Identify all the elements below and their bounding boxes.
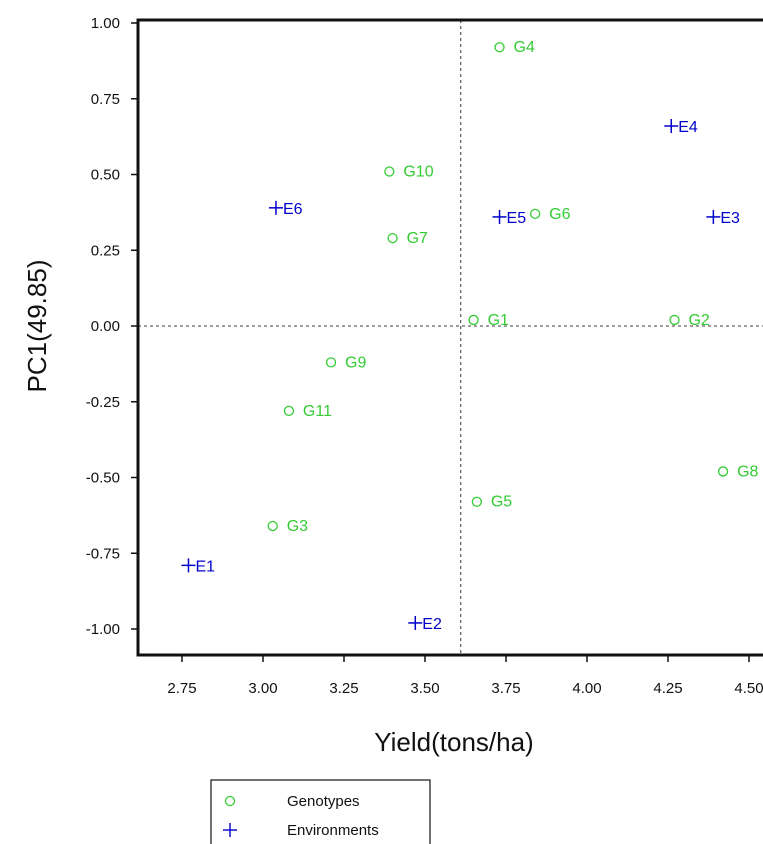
point-label: E4 xyxy=(678,119,698,136)
point-label: G1 xyxy=(488,312,509,329)
y-tick-label: -0.75 xyxy=(86,545,120,562)
data-points: G1 G2 G3 G4 G5 G6 G7 G8 G9 G10 G11 E1 E2 E3 E4 E5 E6 xyxy=(181,39,759,633)
x-tick-label: 3.50 xyxy=(410,680,439,697)
legend: Genotypes Environments xyxy=(210,779,431,844)
x-tick-label: 3.00 xyxy=(248,680,277,697)
point-label: G7 xyxy=(407,230,428,247)
point-label: E6 xyxy=(283,201,303,218)
point-label: E3 xyxy=(720,210,740,227)
genotype-point-g9: G9 xyxy=(325,354,366,371)
point-label: G9 xyxy=(345,354,366,371)
x-tick-label: 4.25 xyxy=(653,680,682,697)
y-tick-label: 0.75 xyxy=(91,91,120,108)
y-axis-ticks: 1.00 0.75 0.50 0.25 0.00 -0.25 -0.50 -0.75 -1.00 xyxy=(86,15,138,638)
point-label: G11 xyxy=(303,403,332,420)
reference-lines xyxy=(138,20,763,655)
circle-marker xyxy=(267,520,278,532)
y-tick-label: 0.50 xyxy=(91,167,120,184)
legend-environments-marker xyxy=(223,823,237,837)
y-tick-label: -1.00 xyxy=(86,621,120,638)
environment-point-e6: E6 xyxy=(268,200,303,218)
circle-marker xyxy=(530,208,541,220)
point-label: G5 xyxy=(491,494,512,511)
y-tick-label: 1.00 xyxy=(91,15,120,32)
circle-marker xyxy=(471,496,482,507)
y-axis-title: PC1(49.85) xyxy=(22,260,52,393)
legend-box xyxy=(210,779,431,844)
genotype-point-g11: G11 xyxy=(283,403,332,420)
environment-point-e2: E2 xyxy=(408,615,442,633)
circle-marker xyxy=(387,232,398,244)
x-tick-label: 3.75 xyxy=(491,680,520,697)
y-tick-label: 0.25 xyxy=(91,242,120,259)
circle-marker xyxy=(717,466,729,477)
environment-point-e4: E4 xyxy=(664,119,698,136)
genotype-point-g4: G4 xyxy=(494,39,535,56)
genotype-point-g2: G2 xyxy=(669,312,710,329)
environment-point-e5: E5 xyxy=(492,209,527,227)
x-axis-title: Yield(tons/ha) xyxy=(374,727,533,757)
circle-marker xyxy=(468,314,479,326)
genotype-point-g7: G7 xyxy=(387,230,428,247)
y-tick-label: -0.25 xyxy=(86,394,120,411)
point-label: G8 xyxy=(737,463,758,480)
genotype-point-g1: G1 xyxy=(468,312,509,329)
x-tick-label: 3.25 xyxy=(329,680,358,697)
point-label: G4 xyxy=(514,39,535,56)
genotype-point-g6: G6 xyxy=(530,206,571,223)
x-tick-label: 4.50 xyxy=(734,680,763,697)
axes xyxy=(136,18,763,657)
environment-point-e3: E3 xyxy=(706,209,740,227)
point-label: G6 xyxy=(549,206,570,223)
legend-genotypes-label: Genotypes xyxy=(287,793,360,810)
genotype-point-g3: G3 xyxy=(267,518,308,535)
legend-genotypes-marker xyxy=(224,795,236,807)
circle-marker xyxy=(384,166,395,177)
genotype-point-g8: G8 xyxy=(717,463,759,480)
circle-marker xyxy=(494,42,505,53)
point-label: E1 xyxy=(195,558,215,575)
x-axis-ticks: 2.75 3.00 3.25 3.50 3.75 4.00 4.25 4.50 xyxy=(167,655,763,697)
genotype-point-g5: G5 xyxy=(471,494,512,511)
genotype-point-g10: G10 xyxy=(384,163,434,180)
x-tick-label: 4.00 xyxy=(572,680,601,697)
point-label: G10 xyxy=(403,163,433,180)
circle-marker xyxy=(283,405,295,416)
circle-marker xyxy=(669,314,680,326)
point-label: E5 xyxy=(507,210,527,227)
point-label: G2 xyxy=(688,312,709,329)
y-tick-label: 0.00 xyxy=(91,318,120,335)
y-tick-label: -0.50 xyxy=(86,470,120,487)
x-tick-label: 2.75 xyxy=(167,680,196,697)
point-label: E2 xyxy=(422,616,442,633)
circle-marker xyxy=(325,357,337,368)
legend-environments-label: Environments xyxy=(287,822,379,839)
environment-point-e1: E1 xyxy=(181,558,215,575)
point-label: G3 xyxy=(287,518,308,535)
